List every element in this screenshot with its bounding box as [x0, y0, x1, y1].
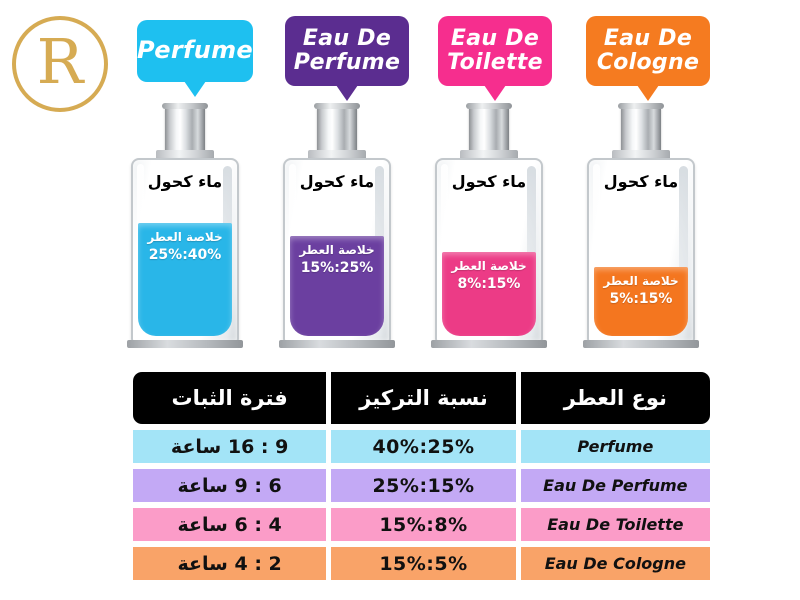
bottle-neck [460, 150, 518, 160]
bubble-tail-icon [637, 85, 659, 101]
table-cell-duration: 4 : 6 ساعة [133, 508, 327, 541]
bottle-alcohol-label: ماء كحول [603, 172, 679, 191]
table-cell-type: Eau De Toilette [520, 508, 710, 541]
bubble-label-perfume: Perfume [137, 20, 253, 97]
bubble-tail-icon [336, 85, 358, 101]
table-cell-concentration: 15%:25% [331, 469, 516, 502]
bottle-extract-label: خلاصة العطر [299, 242, 375, 257]
bottle-alcohol-label: ماء كحول [147, 172, 223, 191]
table-row: 6 : 9 ساعة 15%:25% Eau De Perfume [133, 469, 710, 502]
bottle-cap [162, 103, 208, 152]
table-cell-concentration: 8%:15% [331, 508, 516, 541]
table-header-duration: فترة الثبات [133, 372, 327, 424]
perfume-bottle-eau-de-toilette: ماء كحول خلاصة العطر 8%:15% [431, 103, 547, 348]
bubble-text: Eau De Cologne [596, 26, 700, 75]
bubble-text: Perfume [137, 36, 253, 65]
bottle-liquid: خلاصة العطر 8%:15% [442, 252, 536, 336]
bottle-liquid: خلاصة العطر 25%:40% [138, 223, 232, 336]
table-header-concentration: نسبة التركيز [331, 372, 516, 424]
bottle-alcohol-label: ماء كحول [299, 172, 375, 191]
bottle-cap [314, 103, 360, 152]
perfume-bottle-eau-de-perfume: ماء كحول خلاصة العطر 15%:25% [279, 103, 395, 348]
bubble-label-eau-de-cologne: Eau De Cologne [586, 16, 710, 101]
table-cell-type: Eau De Cologne [520, 547, 710, 580]
bottle-body: ماء كحول خلاصة العطر 15%:25% [283, 158, 391, 344]
table-row: 2 : 4 ساعة 5%:15% Eau De Cologne [133, 547, 710, 580]
table-header-row: فترة الثبات نسبة التركيز نوع العطر [133, 372, 710, 424]
bottle-body: ماء كحول خلاصة العطر 5%:15% [587, 158, 695, 344]
bubble-tail-icon [484, 85, 506, 101]
bottle-body: ماء كحول خلاصة العطر 8%:15% [435, 158, 543, 344]
bottle-concentration-value: 5%:15% [609, 290, 673, 307]
table-row: 4 : 6 ساعة 8%:15% Eau De Toilette [133, 508, 710, 541]
table-row: 9 : 16 ساعة 25%:40% Perfume [133, 430, 710, 463]
bottle-neck [612, 150, 670, 160]
bottle-cap [466, 103, 512, 152]
bubble-text: Eau De Toilette [447, 26, 543, 75]
table-cell-concentration: 5%:15% [331, 547, 516, 580]
table-body: 9 : 16 ساعة 25%:40% Perfume 6 : 9 ساعة 15%:2… [133, 430, 710, 580]
bottle-extract-label: خلاصة العطر [603, 273, 679, 288]
perfume-bottle-perfume: ماء كحول خلاصة العطر 25%:40% [127, 103, 243, 348]
bottle-extract-label: خلاصة العطر [147, 230, 223, 245]
bottle-liquid: خلاصة العطر 5%:15% [594, 266, 688, 336]
bottle-base [127, 340, 243, 348]
bottle-base [431, 340, 547, 348]
table-cell-duration: 2 : 4 ساعة [133, 547, 327, 580]
table-cell-duration: 6 : 9 ساعة [133, 469, 327, 502]
table-cell-type: Eau De Perfume [520, 469, 710, 502]
table-cell-type: Perfume [520, 430, 710, 463]
bottle-base [279, 340, 395, 348]
bottle-neck [308, 150, 366, 160]
table-header-type: نوع العطر [520, 372, 710, 424]
bottle-body: ماء كحول خلاصة العطر 25%:40% [131, 158, 239, 344]
bottle-alcohol-label: ماء كحول [451, 172, 527, 191]
bottle-base [583, 340, 699, 348]
bottle-cap [618, 103, 664, 152]
bottle-concentration-value: 25%:40% [148, 247, 222, 264]
bottle-extract-label: خلاصة العطر [451, 259, 527, 274]
logo-letter: R [36, 25, 84, 98]
bottle-concentration-value: 8%:15% [457, 276, 521, 293]
bottle-neck [156, 150, 214, 160]
bubble-label-eau-de-toilette: Eau De Toilette [438, 16, 552, 101]
bubble-label-eau-de-perfume: Eau De Perfume [285, 16, 409, 101]
bottle-concentration-value: 15%:25% [300, 259, 374, 276]
brand-logo-r-icon: R [12, 16, 108, 112]
bottle-liquid: خلاصة العطر 15%:25% [290, 235, 384, 336]
table-cell-concentration: 25%:40% [331, 430, 516, 463]
table-cell-duration: 9 : 16 ساعة [133, 430, 327, 463]
comparison-table: فترة الثبات نسبة التركيز نوع العطر 9 : 1… [133, 372, 710, 586]
bubble-text: Eau De Perfume [293, 26, 401, 75]
perfume-bottle-eau-de-cologne: ماء كحول خلاصة العطر 5%:15% [583, 103, 699, 348]
bubble-tail-icon [184, 81, 206, 97]
